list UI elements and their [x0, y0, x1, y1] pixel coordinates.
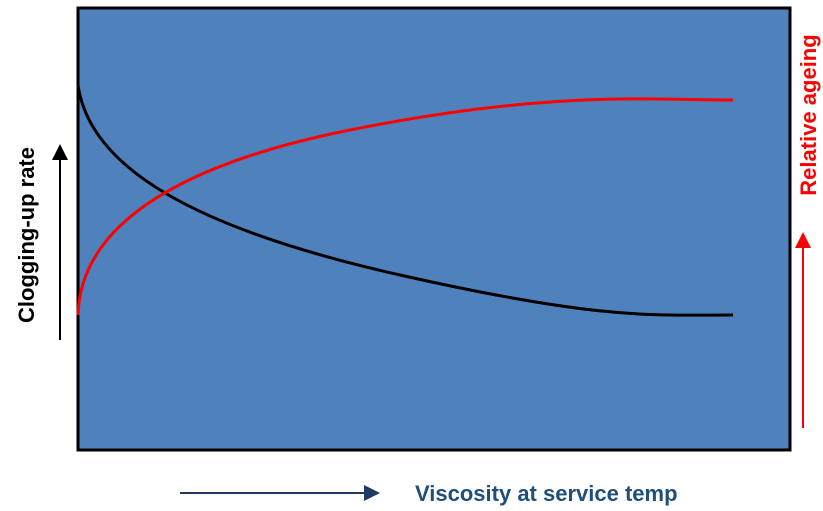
x-axis-label: Viscosity at service temp	[415, 481, 678, 506]
clogging-curve	[76, 84, 734, 317]
ageing-curve	[76, 97, 734, 316]
plot-area	[76, 6, 792, 452]
y2-axis-label: Relative ageing	[796, 34, 821, 195]
y-axis-label: Clogging-up rate	[14, 147, 39, 323]
